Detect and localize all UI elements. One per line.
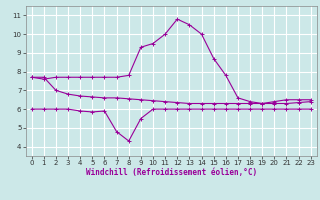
X-axis label: Windchill (Refroidissement éolien,°C): Windchill (Refroidissement éolien,°C): [86, 168, 257, 177]
